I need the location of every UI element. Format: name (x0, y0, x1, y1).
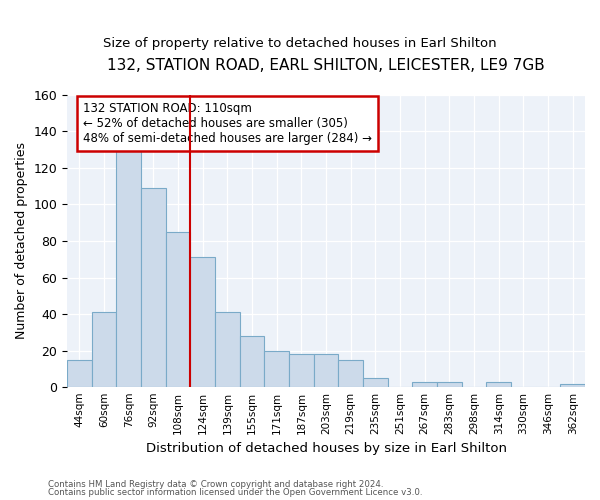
Bar (92, 312, 116, 388)
Bar (190, 258, 215, 388)
Bar (141, 188, 166, 388)
Text: Size of property relative to detached houses in Earl Shilton: Size of property relative to detached ho… (103, 38, 497, 51)
X-axis label: Distribution of detached houses by size in Earl Shilton: Distribution of detached houses by size … (146, 442, 506, 455)
Bar (412, 382, 437, 388)
Text: 132 STATION ROAD: 110sqm
← 52% of detached houses are smaller (305)
48% of semi-: 132 STATION ROAD: 110sqm ← 52% of detach… (83, 102, 371, 145)
Bar (166, 232, 190, 388)
Text: Contains public sector information licensed under the Open Government Licence v3: Contains public sector information licen… (48, 488, 422, 497)
Bar (116, 144, 141, 388)
Bar (67, 360, 92, 388)
Bar (560, 384, 585, 388)
Bar (314, 354, 338, 388)
Bar (437, 382, 462, 388)
Y-axis label: Number of detached properties: Number of detached properties (15, 142, 28, 340)
Bar (289, 354, 314, 388)
Bar (265, 351, 289, 388)
Bar (240, 336, 265, 388)
Bar (487, 382, 511, 388)
Bar (215, 312, 240, 388)
Bar (338, 360, 363, 388)
Text: Contains HM Land Registry data © Crown copyright and database right 2024.: Contains HM Land Registry data © Crown c… (48, 480, 383, 489)
Bar (363, 378, 388, 388)
Title: 132, STATION ROAD, EARL SHILTON, LEICESTER, LE9 7GB: 132, STATION ROAD, EARL SHILTON, LEICEST… (107, 58, 545, 72)
